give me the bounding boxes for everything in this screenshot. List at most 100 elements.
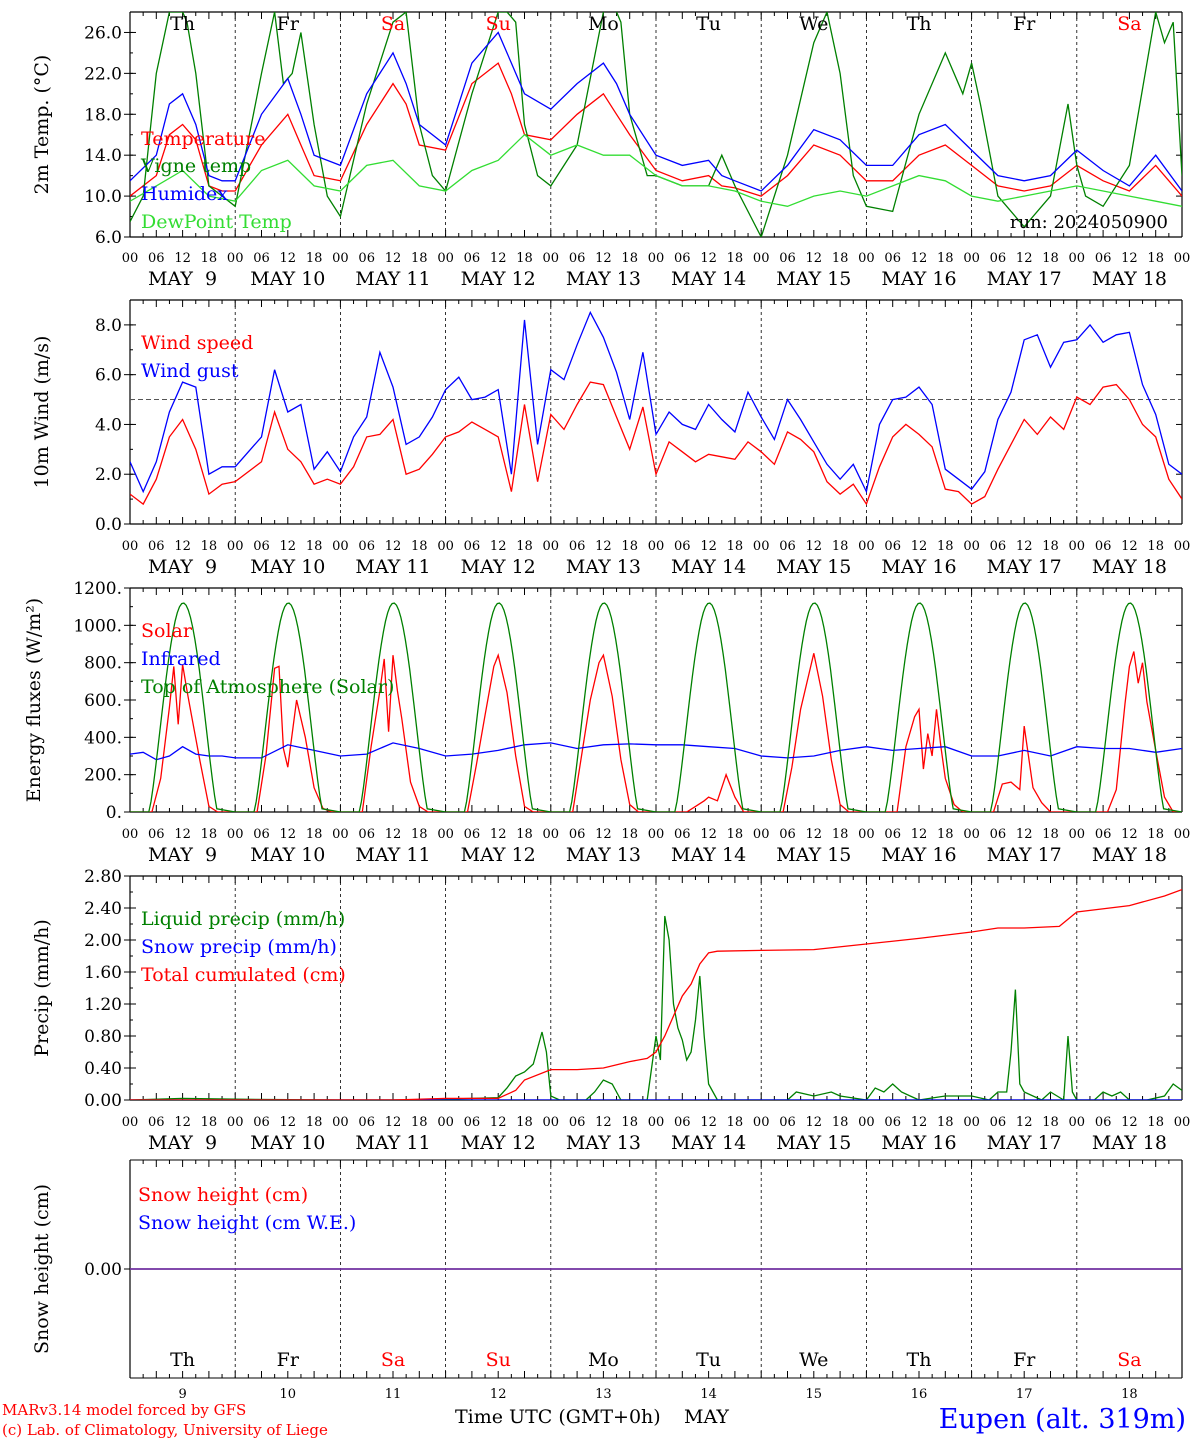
day-number-label: 14 [700, 1387, 717, 1402]
hour-tick-label: 18 [411, 827, 428, 842]
hour-tick-label: 00 [963, 827, 980, 842]
series-line-top-of-atmosphere-solar- [130, 602, 1182, 812]
y-tick-label: 1000. [73, 616, 122, 636]
panel-3: 0. 200. 400. 600. 800. 1000. 1200. Energy fluxe… [23, 579, 1190, 866]
hour-tick-label: 00 [437, 251, 454, 266]
series-line-dewpoint-temp [130, 133, 1182, 207]
hour-tick-label: 00 [753, 1115, 770, 1130]
legend-entry: Snow precip (mm/h) [141, 936, 337, 958]
weekday-label: Fr [1013, 13, 1036, 35]
hour-tick-label: 18 [1042, 251, 1059, 266]
day-label: MAY 13 [566, 844, 641, 866]
hour-tick-label: 12 [174, 251, 191, 266]
day-label: MAY 13 [566, 1132, 641, 1154]
hour-tick-label: 00 [753, 539, 770, 554]
day-number-label: 13 [595, 1387, 612, 1402]
day-label: MAY 12 [461, 268, 536, 290]
day-label: MAY 16 [881, 268, 956, 290]
hour-tick-label: 12 [280, 251, 297, 266]
hour-tick-label: 06 [569, 251, 586, 266]
hour-tick-label: 18 [516, 1115, 533, 1130]
hour-tick-label: 18 [1042, 539, 1059, 554]
hour-tick-label: 18 [411, 1115, 428, 1130]
series-group [130, 310, 1182, 506]
legend-entry: Snow height (cm W.E.) [138, 1212, 356, 1234]
y-tick-label: 0.40 [84, 1059, 122, 1079]
hour-tick-label: 06 [990, 251, 1007, 266]
hour-tick-label: 12 [806, 827, 823, 842]
hour-tick-label: 18 [621, 539, 638, 554]
hour-tick-label: 06 [990, 827, 1007, 842]
y-tick-label: 0.0 [95, 515, 122, 535]
hour-tick-label: 00 [1174, 1115, 1191, 1130]
hour-tick-label: 00 [122, 251, 139, 266]
y-axis-label: 2m Temp. (°C) [31, 55, 53, 195]
legend-entry: Top of Atmosphere (Solar) [141, 676, 394, 698]
day-number-label: 12 [490, 1387, 507, 1402]
hour-tick-label: 00 [648, 251, 665, 266]
hour-tick-label: 00 [858, 1115, 875, 1130]
hour-tick-label: 12 [1016, 251, 1033, 266]
y-tick-label: 2.00 [84, 931, 122, 951]
day-label: MAY 14 [671, 268, 746, 290]
hour-tick-label: 00 [227, 827, 244, 842]
hour-tick-label: 00 [1174, 251, 1191, 266]
weekday-label: Fr [277, 13, 300, 35]
day-label: MAY 11 [355, 1132, 430, 1154]
y-axis-label: Snow height (cm) [31, 1184, 53, 1354]
hour-tick-label: 18 [306, 251, 323, 266]
legend-entry: DewPoint Temp [141, 211, 292, 233]
day-number-label: 11 [385, 1387, 402, 1402]
hour-tick-label: 12 [1121, 827, 1138, 842]
hour-tick-label: 00 [858, 827, 875, 842]
hour-tick-label: 18 [727, 1115, 744, 1130]
y-axis-label: Precip (mm/h) [31, 919, 53, 1057]
series-group [130, 602, 1182, 812]
weekday-label: Fr [277, 1349, 300, 1371]
hour-tick-label: 00 [437, 827, 454, 842]
hour-tick-label: 12 [490, 539, 507, 554]
hour-tick-label: 06 [884, 827, 901, 842]
legend-entry: Solar [141, 620, 193, 642]
hour-tick-label: 00 [543, 539, 560, 554]
day-label: MAY 18 [1092, 1132, 1167, 1154]
hour-tick-label: 06 [779, 1115, 796, 1130]
hour-tick-label: 12 [595, 1115, 612, 1130]
y-tick-label: 200. [84, 766, 122, 786]
hour-tick-label: 18 [201, 539, 218, 554]
legend-entry: Infrared [141, 648, 221, 670]
day-label: MAY 15 [776, 556, 851, 578]
weekday-label: Th [907, 1349, 932, 1371]
series-line-infrared [130, 742, 1182, 761]
hour-tick-label: 18 [201, 251, 218, 266]
hour-tick-label: 00 [963, 251, 980, 266]
hour-tick-label: 18 [832, 539, 849, 554]
legend-entry: Wind speed [141, 332, 253, 354]
day-label: MAY 18 [1092, 556, 1167, 578]
day-label: MAY 14 [671, 1132, 746, 1154]
hour-tick-label: 06 [253, 539, 270, 554]
series-line-temperature [130, 62, 1182, 197]
hour-tick-label: 18 [1147, 827, 1164, 842]
day-label: MAY 9 [148, 556, 217, 578]
y-tick-label: 1200. [73, 579, 122, 599]
hour-tick-label: 12 [806, 1115, 823, 1130]
y-tick-label: 14.0 [84, 146, 122, 166]
day-label: MAY 12 [461, 1132, 536, 1154]
hour-tick-label: 06 [1095, 827, 1112, 842]
hour-tick-label: 06 [358, 827, 375, 842]
hour-tick-label: 06 [358, 251, 375, 266]
y-tick-label: 22.0 [84, 64, 122, 84]
hour-tick-label: 00 [753, 251, 770, 266]
hour-tick-label: 00 [543, 251, 560, 266]
hour-tick-label: 06 [569, 1115, 586, 1130]
hour-tick-label: 00 [858, 539, 875, 554]
weekday-label: Th [170, 13, 195, 35]
day-number-label: 15 [806, 1387, 823, 1402]
hour-tick-label: 06 [884, 539, 901, 554]
hour-tick-label: 18 [411, 539, 428, 554]
hour-tick-label: 00 [332, 251, 349, 266]
hour-tick-label: 06 [1095, 251, 1112, 266]
day-label: MAY 15 [776, 1132, 851, 1154]
hour-tick-label: 06 [358, 1115, 375, 1130]
